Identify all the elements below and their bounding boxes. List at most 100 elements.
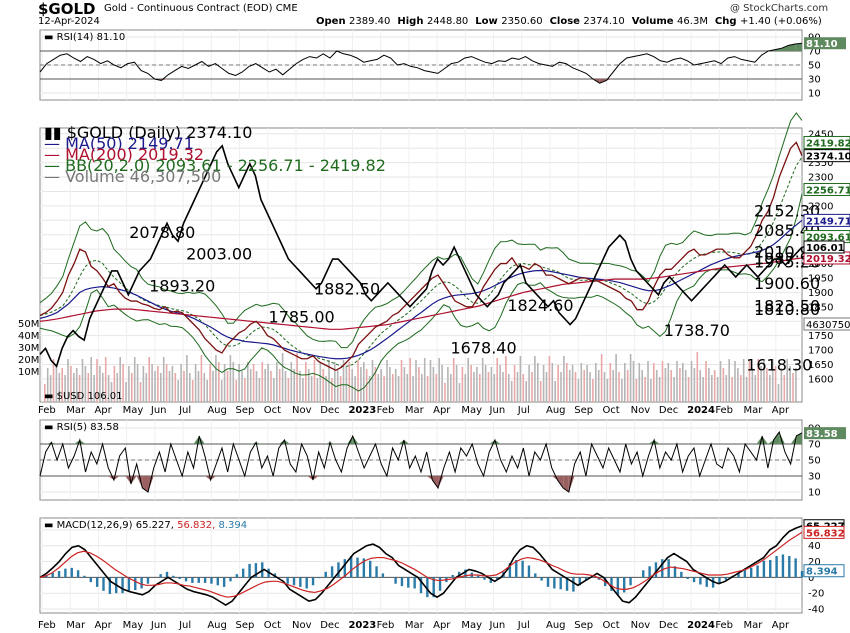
volume-bar [406,374,409,402]
macd-histogram-bar [610,577,613,591]
price-ytick: 2450 [808,129,833,140]
macd-histogram-bar [235,574,239,578]
volume-bar [725,375,728,402]
open-label: Open [316,16,346,27]
macd-histogram-bar [642,570,645,578]
macd-histogram-bar [222,577,226,587]
volume-bar [629,354,632,402]
volume-bar [754,375,757,402]
volume-bar [435,374,438,402]
volume-bar [574,372,577,402]
volume-bar [206,380,208,402]
volume-bar [679,368,681,402]
macd-histogram-bar [330,566,334,578]
macd-histogram-bar [559,577,562,590]
volume-bar [537,363,539,402]
macd-histogram-bar [521,560,524,578]
x-tick-label: Dec [320,405,339,416]
volume-bar [650,379,652,402]
volume-bar [621,379,623,402]
volume-bar [426,376,429,402]
volume-bar [386,360,388,402]
macd-histogram-bar [51,572,54,578]
macd-tag-bg [803,564,845,578]
x-tick-label: 2023 [348,405,376,416]
volume-bar [168,371,171,402]
volume-bar [458,383,461,402]
volume-bar [223,364,226,402]
rsi5-overbought-fill [403,440,410,444]
macd-histogram-bar [191,577,194,583]
price-legend-item: — Volume 46,307,500 [44,167,221,186]
price-ytick: 1850 [808,302,833,313]
price-tag: 2149.71 [806,216,850,227]
rsi5-line [39,430,803,493]
rsi5-overbought-fill [284,440,291,444]
macd-histogram-bar [343,559,346,578]
macd-histogram-bar [553,577,556,589]
volume-bar [191,380,194,402]
price-ytick: 2300 [808,173,833,184]
rsi5-oversold-fill [136,476,143,488]
macd-histogram-bar [349,556,353,578]
volume-bar [160,373,162,402]
rsi5-overbought-fill [51,442,58,444]
rsi5-overbought-fill [278,440,285,444]
volume-bar [171,366,174,402]
volume-bar [61,368,63,402]
macd-histogram-bar [743,570,747,578]
volume-bar [702,377,704,402]
macd-histogram-bar [667,559,670,578]
volume-bar [516,372,519,402]
x-tick-label: Dec [659,405,678,416]
x-tick-label: Oct [602,405,619,416]
volume-bar [142,366,145,402]
x-tick-label-bottom: Dec [659,620,678,631]
stockcharts-brand[interactable]: @ StockCharts.com [730,3,829,14]
x-tick-label-bottom: Aug [207,620,227,631]
price-ytick: 1900 [808,288,833,299]
volume-tick: 40M [18,331,39,342]
rsi5-overbought-fill [324,442,331,444]
volume-bar [397,376,400,402]
macd-ytick: 40 [808,541,821,552]
volume-bar [281,353,284,402]
volume-bar [441,365,443,402]
volume-bar [664,368,667,402]
x-tick-label: Mar [405,405,425,416]
volume-bar [626,370,629,402]
macd-histogram-bar [432,577,435,598]
volume-bar [238,364,240,402]
volume-bar [447,367,449,402]
macd-histogram-bar [483,577,486,580]
quote-summary: Open 2389.40 High 2448.80 Low 2350.60 Cl… [316,16,822,27]
price-annotation: 1823.50 [754,296,820,315]
x-tick-label: Apr [433,405,451,416]
volume-bar [87,373,90,402]
volume-bar [653,363,655,402]
price-tag-bg [803,213,850,227]
volume-bar [278,369,281,402]
volume-bar [319,362,322,402]
price-ytick: 2200 [808,201,833,212]
macd-histogram-bar [769,559,772,578]
volume-bar [586,365,588,402]
price-tag-bg [803,135,850,149]
x-tick-label-bottom: Aug [546,620,566,631]
price-ytick: 2350 [808,158,833,169]
volume-bar [479,374,481,402]
macd-histogram-bar [762,560,766,578]
volume-bar [252,364,255,402]
volume-bar [592,379,594,402]
x-tick-label-bottom: Jul [178,620,191,631]
rsi5-overbought-fill [250,442,257,444]
macd-histogram-bar [705,577,708,587]
volume-bar [389,367,391,402]
macd-histogram-bar [527,565,531,578]
volume-bar [316,378,319,402]
volume-bar [783,375,786,402]
volume-bar [766,368,768,402]
macd-tag-bg [803,525,845,539]
macd-histogram-bar [159,574,162,578]
